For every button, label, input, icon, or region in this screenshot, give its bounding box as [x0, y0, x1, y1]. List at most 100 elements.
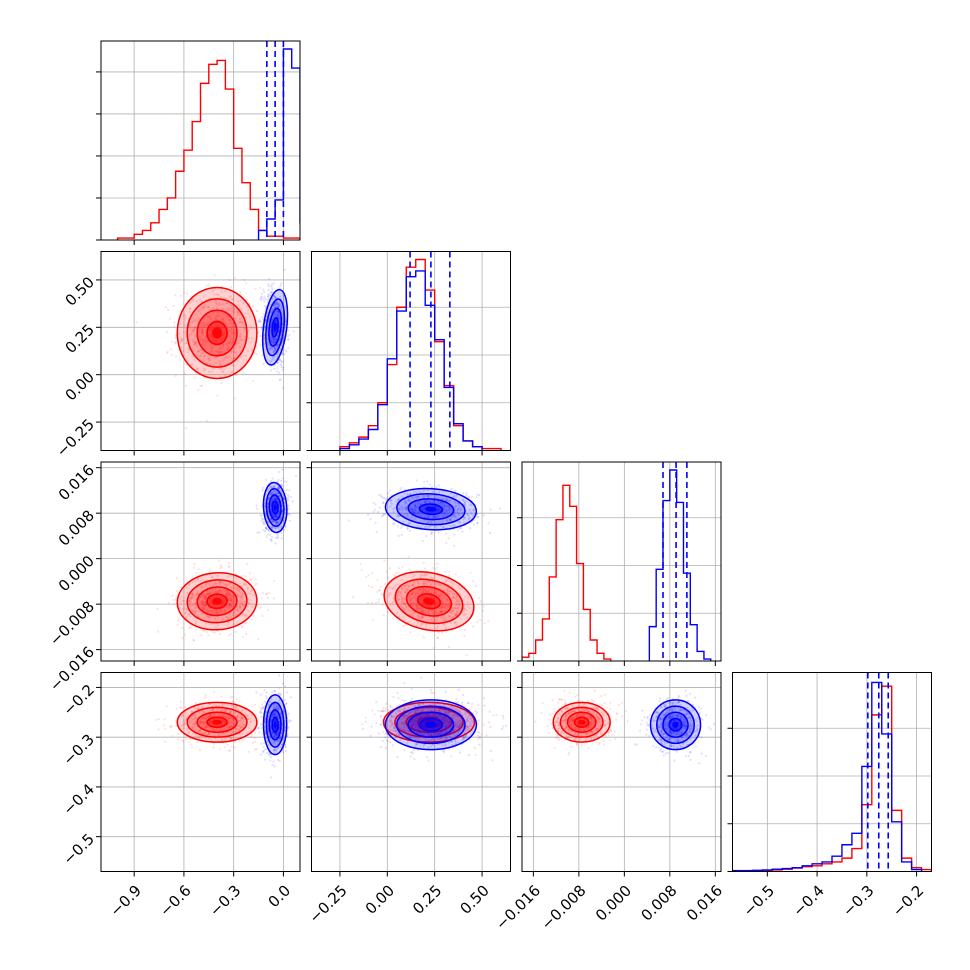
scatter-point: [279, 363, 282, 366]
scatter-point: [201, 595, 204, 598]
scatter-point: [207, 609, 210, 612]
scatter-point: [208, 601, 211, 604]
scatter-point: [264, 530, 267, 533]
scatter-point: [440, 609, 443, 612]
scatter-point: [410, 609, 413, 613]
scatter-point: [233, 311, 236, 314]
scatter-point: [429, 520, 432, 523]
scatter-point: [467, 496, 471, 499]
scatter-point: [423, 596, 426, 599]
scatter-point: [271, 287, 274, 290]
scatter-point: [235, 727, 238, 730]
contour-line: [265, 298, 286, 357]
scatter-point: [270, 339, 273, 342]
scatter-point: [453, 621, 456, 624]
scatter-point: [437, 531, 440, 534]
scatter-point: [232, 336, 235, 339]
scatter-point: [422, 611, 425, 615]
scatter-point: [437, 500, 440, 503]
scatter-point: [263, 520, 266, 523]
histogram-series-group: [116, 41, 300, 240]
scatter-point: [456, 599, 459, 602]
scatter-point: [280, 366, 283, 369]
scatter-point: [257, 320, 260, 323]
scatter-point: [453, 515, 456, 519]
scatter-point: [463, 628, 467, 632]
scatter-point: [436, 626, 439, 629]
scatter-point: [198, 748, 201, 752]
scatter-point: [403, 602, 406, 605]
scatter-point: [417, 503, 420, 506]
contour-line: [262, 481, 288, 534]
contour-line: [271, 317, 279, 338]
scatter-point: [226, 737, 229, 740]
scatter-point: [192, 723, 195, 726]
scatter-point: [242, 582, 245, 585]
scatter-point: [403, 585, 406, 588]
scatter-point: [422, 603, 425, 606]
scatter-point: [204, 725, 207, 728]
scatter-point: [228, 341, 231, 344]
scatter-point: [223, 739, 226, 742]
scatter-point: [244, 575, 247, 578]
scatter-point: [414, 592, 417, 595]
scatter-point: [205, 715, 208, 718]
scatter-point: [437, 514, 440, 517]
scatter-point: [200, 720, 203, 723]
scatter-point: [382, 513, 385, 516]
scatter-point: [224, 322, 227, 325]
scatter-point: [200, 731, 203, 734]
scatter-point: [278, 736, 281, 740]
scatter-point: [278, 692, 281, 695]
scatter-point: [266, 502, 270, 505]
scatter-point: [240, 721, 243, 724]
scatter-point: [226, 624, 229, 627]
scatter-point: [267, 488, 270, 491]
scatter-point: [211, 289, 214, 293]
scatter-point: [440, 594, 443, 597]
scatter-point: [227, 576, 230, 579]
scatter-point: [217, 324, 220, 327]
scatter-point: [270, 491, 273, 494]
scatter-point: [212, 707, 215, 711]
scatter-point: [214, 318, 217, 321]
scatter-point: [220, 738, 223, 742]
scatter-point: [411, 592, 414, 596]
scatter-point: [221, 607, 224, 610]
scatter-point: [201, 338, 205, 342]
scatter-point: [400, 586, 404, 589]
scatter-point: [265, 527, 268, 530]
scatter-point: [269, 533, 272, 536]
scatter-point: [193, 609, 196, 612]
scatter-point: [260, 326, 263, 329]
scatter-point: [213, 703, 216, 707]
scatter-point: [225, 728, 228, 731]
scatter-point: [231, 722, 234, 725]
scatter-point: [229, 341, 232, 344]
scatter-point: [196, 344, 199, 347]
scatter-point: [201, 600, 204, 603]
scatter-point: [273, 367, 276, 370]
scatter-point: [247, 312, 250, 315]
scatter-point: [422, 490, 425, 493]
scatter-point: [272, 351, 275, 354]
scatter-point: [233, 596, 236, 599]
scatter-point: [178, 358, 181, 361]
scatter-point: [417, 511, 420, 514]
scatter-point: [452, 615, 455, 618]
scatter-point: [215, 612, 218, 616]
scatter-point: [277, 487, 280, 490]
scatter-point: [278, 503, 281, 506]
scatter-point: [247, 750, 250, 753]
scatter-point: [233, 332, 236, 335]
scatter-point: [189, 604, 193, 608]
scatter-point: [277, 302, 280, 305]
scatter-point: [230, 725, 233, 728]
scatter-point: [424, 525, 428, 528]
scatter-point: [177, 733, 180, 736]
scatter-point: [179, 322, 182, 325]
scatter-point: [204, 726, 207, 730]
scatter-point: [424, 582, 427, 585]
scatter-point: [274, 303, 277, 306]
scatter-point: [187, 732, 190, 735]
